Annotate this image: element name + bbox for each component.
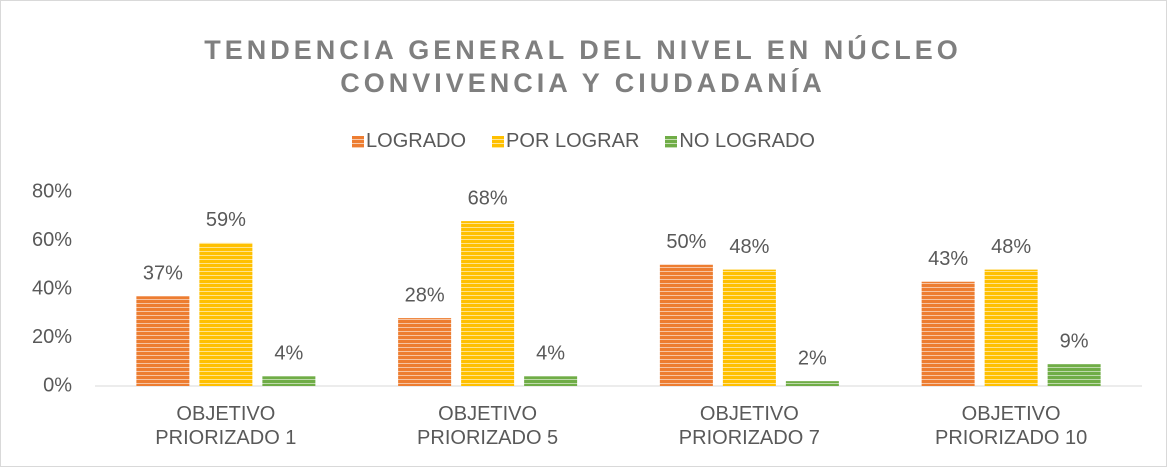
bar — [659, 264, 713, 386]
data-label: 68% — [468, 187, 508, 209]
bar — [262, 376, 316, 386]
x-tick-label: OBJETIVO PRIORIZADO 7 — [678, 403, 820, 449]
bar — [984, 269, 1038, 386]
data-label: 4% — [274, 343, 303, 365]
data-label: 4% — [536, 343, 565, 365]
legend-swatch — [492, 135, 505, 148]
y-tick-label: 60% — [32, 229, 72, 251]
legend-swatch — [665, 135, 678, 148]
bar — [524, 376, 578, 386]
data-label: 28% — [405, 284, 445, 306]
bar — [1047, 364, 1101, 386]
data-label: 9% — [1060, 330, 1089, 352]
legend-item: POR LOGRAR — [492, 130, 639, 153]
bar — [199, 242, 253, 386]
legend-item: NO LOGRADO — [665, 130, 815, 153]
bar — [722, 269, 776, 386]
chart-title: TENDENCIA GENERAL DEL NIVEL EN NÚCLEO CO… — [204, 35, 962, 98]
legend: LOGRADO POR LOGRAR NO LOGRADO — [0, 130, 1167, 153]
bar — [398, 318, 452, 386]
legend-item: LOGRADO — [352, 130, 466, 153]
y-tick-label: 80% — [32, 180, 72, 202]
data-label: 48% — [991, 236, 1031, 258]
legend-label: NO LOGRADO — [679, 130, 815, 152]
data-label: 50% — [666, 231, 706, 253]
legend-label: LOGRADO — [366, 130, 467, 152]
legend-label: POR LOGRAR — [506, 130, 640, 152]
x-tick-label: OBJETIVO PRIORIZADO 1 — [155, 403, 297, 449]
bar — [921, 281, 975, 386]
bar — [785, 381, 839, 386]
y-tick-label: 20% — [32, 326, 72, 348]
bar — [461, 221, 515, 386]
y-tick-label: 40% — [32, 277, 72, 299]
data-label: 37% — [143, 263, 183, 285]
x-tick-label: OBJETIVO PRIORIZADO 5 — [417, 403, 559, 449]
bar — [136, 296, 190, 386]
data-label: 59% — [206, 209, 246, 231]
legend-swatch — [352, 135, 365, 148]
x-tick-label: OBJETIVO PRIORIZADO 10 — [934, 403, 1088, 449]
y-tick-label: 0% — [43, 374, 72, 396]
data-label: 43% — [928, 248, 968, 270]
data-label: 2% — [798, 347, 827, 369]
data-label: 48% — [729, 236, 769, 258]
